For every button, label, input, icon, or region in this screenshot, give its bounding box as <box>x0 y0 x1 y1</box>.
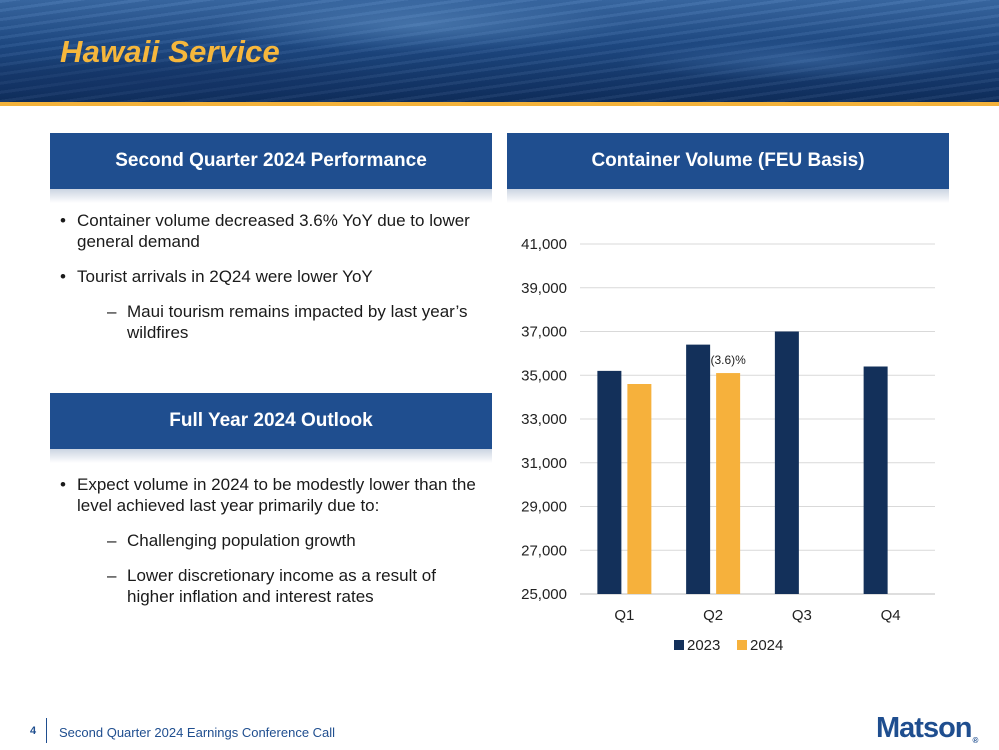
legend-label-2023: 2023 <box>687 637 720 654</box>
y-tick-label: 25,000 <box>521 586 567 603</box>
matson-logo: Matson® <box>876 712 978 745</box>
y-tick-label: 35,000 <box>521 367 567 384</box>
sub-bullet-maui: Maui tourism remains impacted by last ye… <box>57 301 487 343</box>
y-tick-label: 33,000 <box>521 411 567 428</box>
bar-2023-q3 <box>774 331 799 594</box>
bullet-expect-volume: Expect volume in 2024 to be modestly low… <box>57 474 487 516</box>
chart-header: Container Volume (FEU Basis) <box>507 133 949 203</box>
performance-header: Second Quarter 2024 Performance <box>50 133 492 203</box>
bullet-tourism: Tourist arrivals in 2Q24 were lower YoY <box>57 266 487 287</box>
y-tick-label: 27,000 <box>521 542 567 559</box>
title-banner <box>0 0 999 102</box>
bar-2024-q2 <box>716 373 741 594</box>
x-tick-label-q2: Q2 <box>703 607 723 624</box>
logo-text: Matson <box>876 712 972 744</box>
legend-swatch-2024 <box>737 640 747 650</box>
page-number: 4 <box>30 725 37 737</box>
y-tick-label: 31,000 <box>521 455 567 472</box>
y-tick-label: 41,000 <box>521 236 567 253</box>
x-tick-label-q1: Q1 <box>614 607 634 624</box>
registered-mark: ® <box>972 736 979 745</box>
slide-title: Hawaii Service <box>60 34 280 69</box>
bar-2024-q1 <box>627 384 652 594</box>
legend-label-2024: 2024 <box>750 637 783 654</box>
x-tick-label-q3: Q3 <box>792 607 812 624</box>
bullet-volume: Container volume decreased 3.6% YoY due … <box>57 210 487 252</box>
sub-bullet-income: Lower discretionary income as a result o… <box>57 565 487 607</box>
bar-2023-q1 <box>597 370 622 594</box>
banner-accent-rule <box>0 102 999 106</box>
y-tick-label: 39,000 <box>521 280 567 297</box>
y-tick-label: 37,000 <box>521 324 567 341</box>
data-label-yoy-change: (3.6)% <box>710 353 746 367</box>
bar-2023-q4 <box>863 366 888 594</box>
x-tick-label-q4: Q4 <box>881 607 901 624</box>
bar-2023-q2 <box>686 344 711 594</box>
outlook-bullets: Expect volume in 2024 to be modestly low… <box>57 474 487 621</box>
sub-bullet-population: Challenging population growth <box>57 530 487 551</box>
legend-swatch-2023 <box>674 640 684 650</box>
outlook-header: Full Year 2024 Outlook <box>50 393 492 463</box>
footer-divider <box>46 718 47 743</box>
y-tick-label: 29,000 <box>521 499 567 516</box>
performance-bullets: Container volume decreased 3.6% YoY due … <box>57 210 487 357</box>
footer-text: Second Quarter 2024 Earnings Conference … <box>59 725 336 740</box>
